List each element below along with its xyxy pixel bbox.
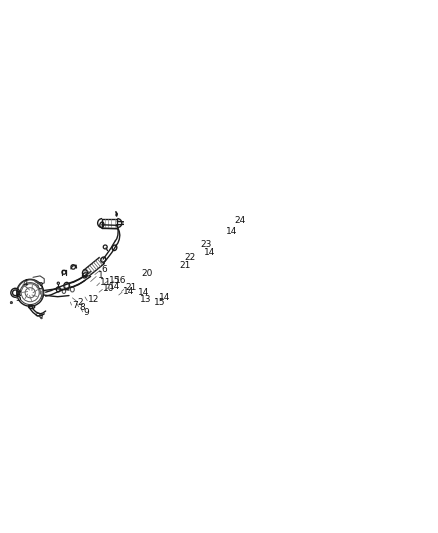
Text: 14: 14 (123, 287, 134, 296)
Text: 14: 14 (159, 293, 170, 302)
Text: 15: 15 (109, 276, 120, 285)
Text: 1: 1 (98, 271, 103, 280)
Text: 12: 12 (88, 295, 100, 304)
Text: 14: 14 (204, 247, 215, 256)
Text: 23: 23 (201, 240, 212, 249)
Text: 4: 4 (23, 279, 28, 288)
Circle shape (10, 302, 13, 304)
Text: 2: 2 (77, 297, 83, 306)
Text: 11: 11 (100, 278, 112, 287)
Text: 21: 21 (179, 261, 191, 270)
Text: 6: 6 (101, 265, 107, 274)
Text: 13: 13 (140, 295, 151, 304)
Text: 14: 14 (109, 282, 120, 291)
Text: 8: 8 (79, 303, 85, 312)
Text: 14: 14 (138, 288, 150, 297)
Text: 14: 14 (226, 227, 237, 236)
Text: 3: 3 (37, 282, 43, 291)
Text: 24: 24 (234, 216, 246, 225)
Text: 5: 5 (15, 294, 21, 303)
Text: 7: 7 (72, 302, 78, 311)
Text: 9: 9 (84, 308, 89, 317)
Circle shape (41, 317, 42, 319)
Text: 16: 16 (114, 276, 126, 285)
Text: 20: 20 (142, 269, 153, 278)
Text: 15: 15 (154, 298, 165, 307)
Text: 10: 10 (103, 284, 115, 293)
Text: 21: 21 (126, 283, 137, 292)
Text: 22: 22 (185, 253, 196, 262)
